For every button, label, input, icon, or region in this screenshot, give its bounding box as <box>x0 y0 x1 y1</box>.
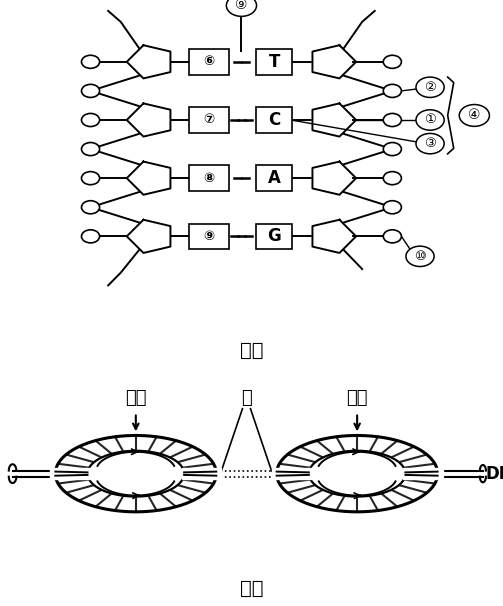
FancyBboxPatch shape <box>256 224 293 249</box>
Polygon shape <box>312 220 356 253</box>
Circle shape <box>81 113 100 127</box>
Circle shape <box>383 142 401 156</box>
Circle shape <box>459 104 489 127</box>
Circle shape <box>383 55 401 68</box>
Circle shape <box>383 171 401 185</box>
Circle shape <box>406 246 434 267</box>
Polygon shape <box>182 468 221 479</box>
Text: G: G <box>267 227 281 245</box>
Polygon shape <box>312 45 356 78</box>
Polygon shape <box>312 162 356 195</box>
Polygon shape <box>55 436 216 512</box>
Circle shape <box>383 113 401 127</box>
Text: ②: ② <box>424 81 436 94</box>
Text: 酶: 酶 <box>241 390 252 407</box>
Text: ③: ③ <box>424 137 436 150</box>
Polygon shape <box>309 451 405 496</box>
Circle shape <box>416 77 444 98</box>
Circle shape <box>81 201 100 214</box>
Polygon shape <box>277 436 438 512</box>
Text: ⑩: ⑩ <box>414 250 426 263</box>
FancyBboxPatch shape <box>189 165 229 191</box>
Circle shape <box>416 133 444 154</box>
Circle shape <box>81 171 100 185</box>
Circle shape <box>81 142 100 156</box>
Text: 图甲: 图甲 <box>240 341 263 361</box>
FancyBboxPatch shape <box>189 107 229 133</box>
Polygon shape <box>127 104 171 136</box>
Text: ①: ① <box>424 113 436 127</box>
FancyBboxPatch shape <box>256 107 293 133</box>
Circle shape <box>383 84 401 98</box>
Text: T: T <box>269 53 280 71</box>
Circle shape <box>81 230 100 243</box>
Text: ⑧: ⑧ <box>203 171 214 185</box>
Polygon shape <box>127 45 171 78</box>
Circle shape <box>383 201 401 214</box>
Text: ⑦: ⑦ <box>203 113 214 127</box>
Polygon shape <box>127 162 171 195</box>
Text: 起点: 起点 <box>125 390 146 407</box>
FancyBboxPatch shape <box>256 165 293 191</box>
Circle shape <box>226 0 257 16</box>
Polygon shape <box>312 104 356 136</box>
Circle shape <box>81 84 100 98</box>
Text: A: A <box>268 169 281 187</box>
Text: ⑥: ⑥ <box>203 55 214 68</box>
Polygon shape <box>272 468 311 479</box>
Text: DNA: DNA <box>485 465 503 482</box>
Text: C: C <box>268 111 280 129</box>
Text: ⑨: ⑨ <box>203 230 214 243</box>
Polygon shape <box>88 451 184 496</box>
Polygon shape <box>403 468 443 479</box>
Circle shape <box>416 110 444 130</box>
Text: 起点: 起点 <box>347 390 368 407</box>
Text: ④: ④ <box>468 108 480 122</box>
FancyBboxPatch shape <box>189 49 229 75</box>
Polygon shape <box>127 220 171 253</box>
FancyBboxPatch shape <box>189 224 229 249</box>
FancyBboxPatch shape <box>256 49 293 75</box>
Circle shape <box>383 230 401 243</box>
Circle shape <box>81 55 100 68</box>
Text: 图乙: 图乙 <box>240 579 263 598</box>
Polygon shape <box>50 468 90 479</box>
Text: ⑨: ⑨ <box>235 0 247 13</box>
